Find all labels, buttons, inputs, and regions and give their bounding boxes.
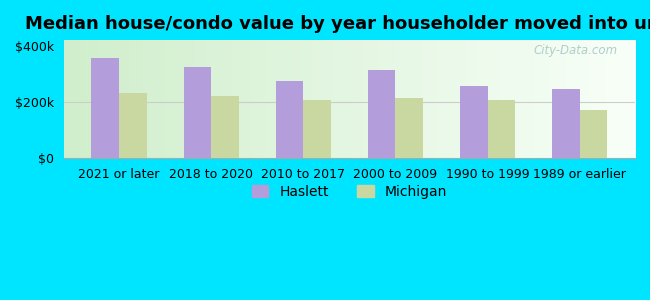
- Bar: [460, 86, 488, 158]
- Bar: [368, 70, 395, 158]
- Bar: [488, 100, 515, 158]
- Bar: [119, 93, 147, 158]
- Bar: [552, 89, 580, 158]
- Legend: Haslett, Michigan: Haslett, Michigan: [246, 179, 452, 204]
- Bar: [211, 96, 239, 158]
- Bar: [276, 81, 304, 158]
- Title: Median house/condo value by year householder moved into unit: Median house/condo value by year househo…: [25, 15, 650, 33]
- Bar: [304, 100, 331, 158]
- Bar: [183, 67, 211, 158]
- Bar: [395, 98, 423, 158]
- Bar: [580, 110, 607, 158]
- Bar: [92, 58, 119, 158]
- Text: City-Data.com: City-Data.com: [534, 44, 618, 57]
